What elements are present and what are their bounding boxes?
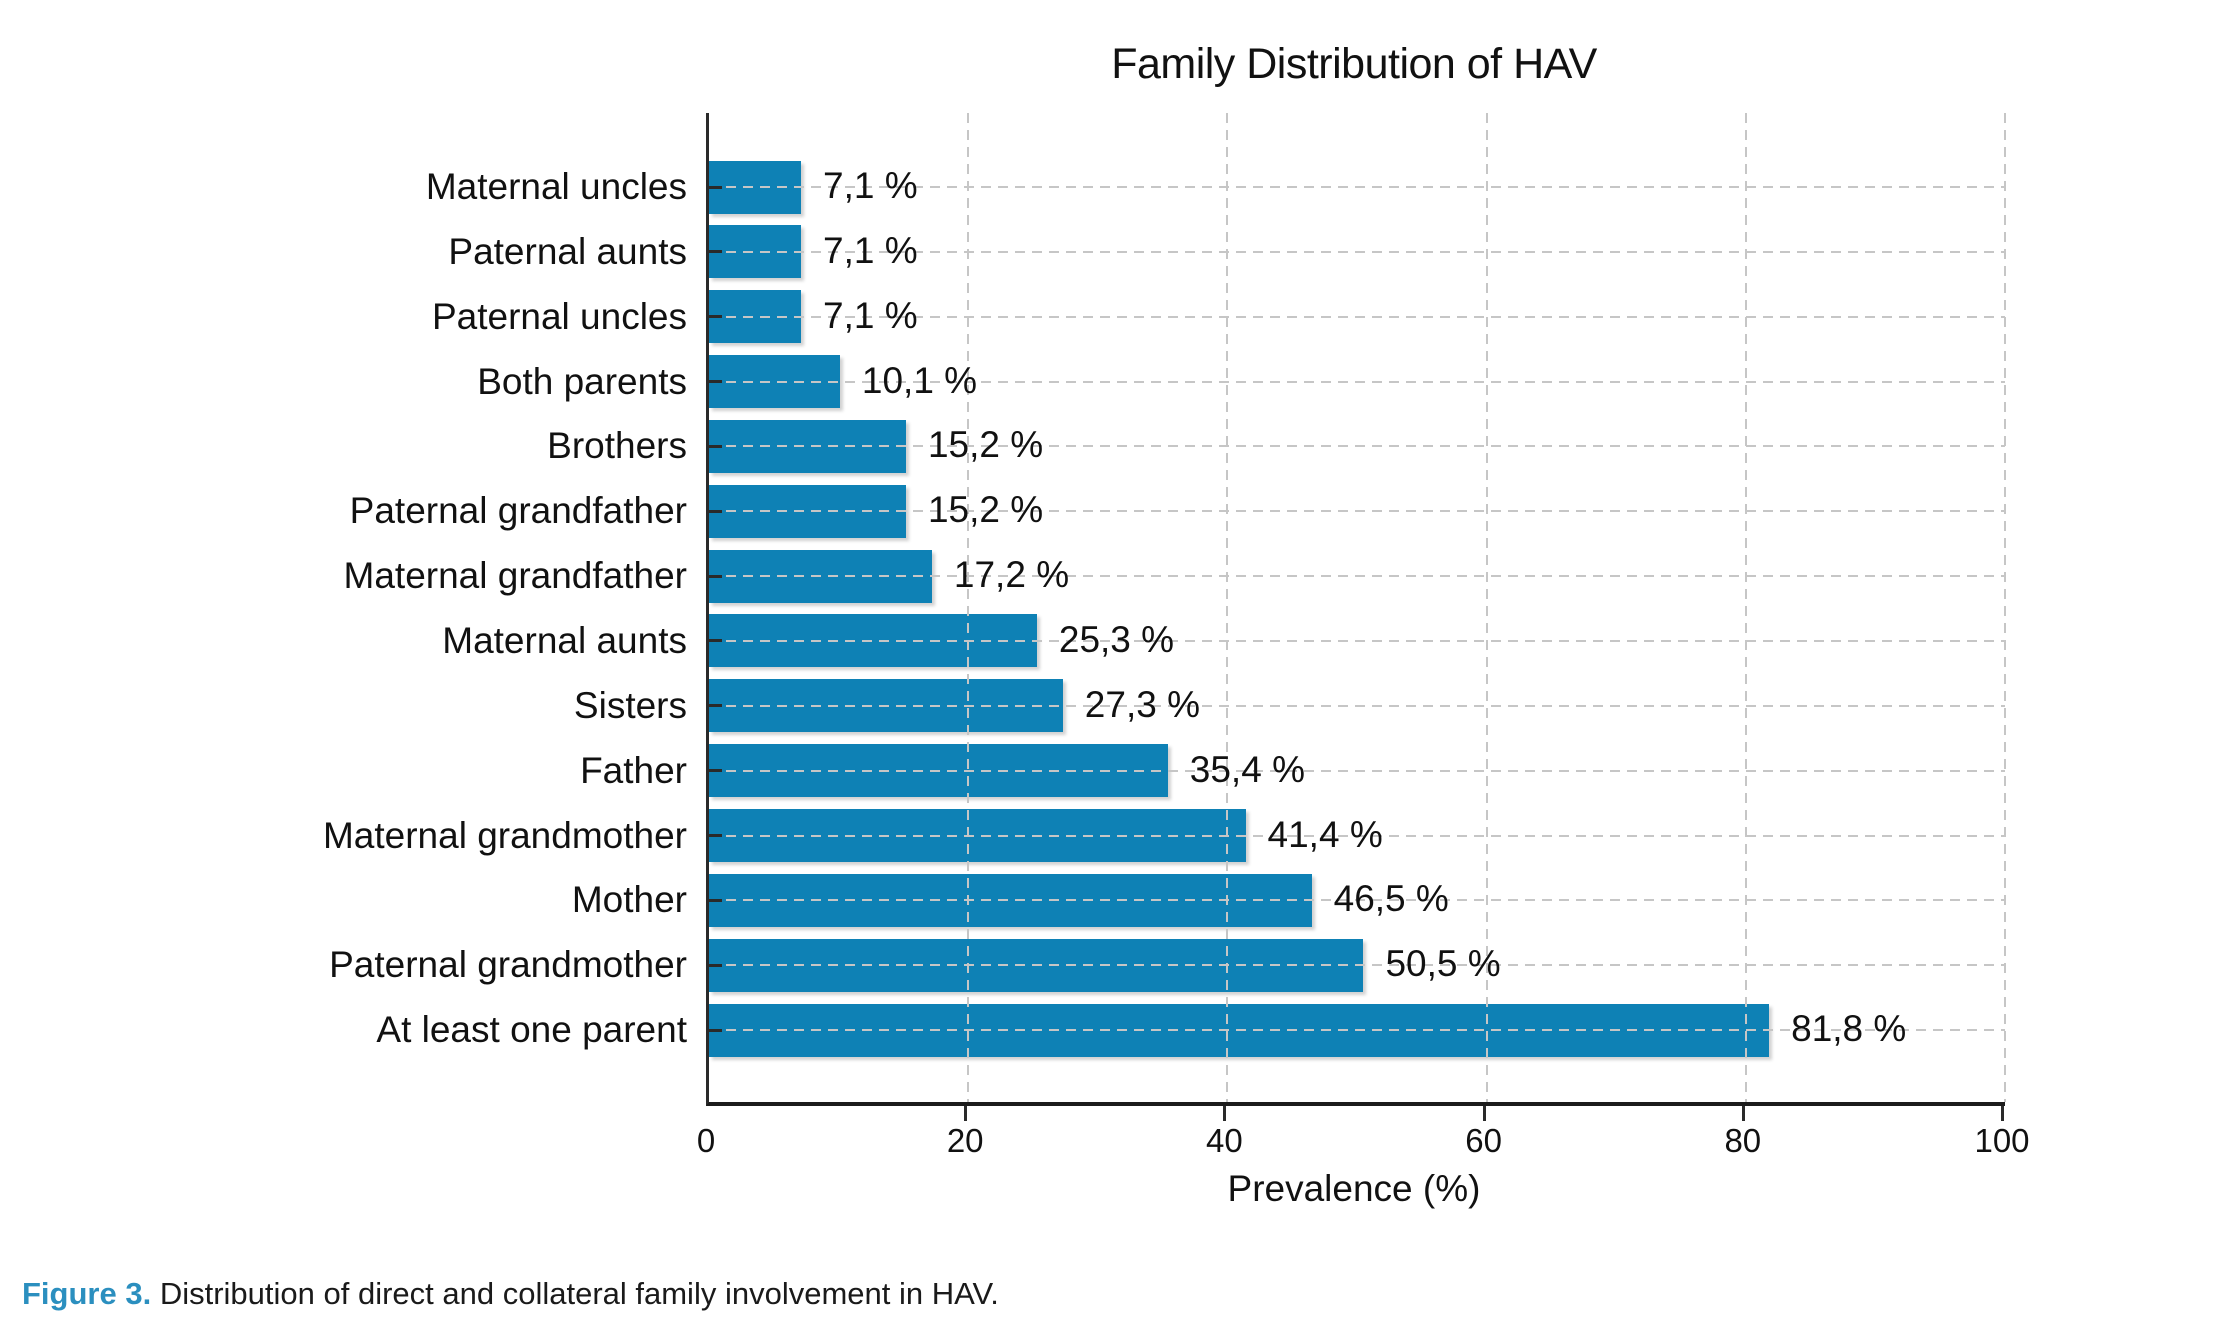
value-label: 7,1 % (823, 165, 918, 207)
category-label: Paternal grandfather (349, 490, 687, 532)
value-label: 10,1 % (861, 359, 978, 401)
value-label: 46,5 % (1333, 878, 1449, 920)
x-tick-label: 20 (946, 1122, 984, 1159)
x-gridline (1744, 113, 1747, 1102)
y-gridline (709, 834, 2005, 837)
value-label: 50,5 % (1385, 943, 1501, 985)
y-tick-mark (709, 704, 722, 708)
y-gridline (709, 639, 2005, 642)
category-label: Maternal aunts (442, 619, 687, 661)
figure-caption: Figure 3. Distribution of direct and col… (22, 1276, 999, 1312)
chart-title: Family Distribution of HAV (1111, 40, 1597, 88)
value-label: 15,2 % (927, 424, 1044, 466)
y-gridline (709, 186, 2005, 188)
value-label: 25,3 % (1058, 619, 1175, 661)
category-label: Paternal aunts (448, 230, 687, 272)
y-tick-mark (709, 1028, 722, 1032)
category-label: Paternal uncles (431, 295, 687, 337)
y-gridline (709, 380, 2005, 383)
figure-caption-prefix: Figure 3. (22, 1276, 152, 1311)
y-gridline (709, 510, 2005, 513)
value-label: 41,4 % (1267, 813, 1383, 855)
value-label: 27,3 % (1084, 683, 1200, 725)
value-label: 7,1 % (823, 230, 918, 272)
y-tick-mark (709, 380, 722, 384)
plot-area (706, 113, 2006, 1106)
x-gridline (967, 113, 970, 1102)
x-axis-label: Prevalence (%) (1227, 1168, 1481, 1209)
y-gridline (709, 769, 2005, 772)
y-tick-mark (709, 185, 722, 189)
x-tick-mark (1223, 1106, 1227, 1121)
figure-caption-text: Distribution of direct and collateral fa… (151, 1276, 999, 1311)
y-tick-mark (709, 963, 722, 967)
y-tick-mark (709, 834, 722, 837)
x-gridline (1485, 113, 1488, 1102)
x-tick-label: 0 (696, 1122, 716, 1159)
y-gridline (709, 315, 2005, 318)
x-tick-label: 40 (1206, 1122, 1243, 1159)
value-label: 7,1 % (823, 294, 918, 336)
x-gridline (1226, 113, 1229, 1102)
category-label: Maternal grandfather (343, 555, 687, 597)
y-tick-mark (709, 250, 722, 254)
x-tick-mark (2001, 1106, 2004, 1121)
y-gridline (709, 445, 2005, 448)
category-label: Father (580, 749, 687, 791)
category-label: Maternal uncles (425, 166, 687, 207)
category-label: Mother (571, 879, 687, 921)
value-label: 35,4 % (1189, 748, 1305, 790)
category-label: Maternal grandmother (322, 814, 687, 856)
y-tick-mark (709, 574, 722, 578)
y-tick-mark (709, 509, 722, 513)
y-gridline (709, 250, 2005, 253)
value-label: 17,2 % (953, 554, 1070, 596)
y-tick-mark (709, 639, 722, 643)
y-gridline (709, 964, 2005, 967)
y-tick-mark (709, 444, 722, 448)
category-label: Paternal grandmother (329, 944, 687, 986)
x-gridline (2004, 113, 2006, 1102)
value-label: 15,2 % (927, 489, 1044, 531)
category-label: Both parents (477, 360, 687, 402)
x-tick-mark (1741, 1106, 1745, 1121)
y-tick-mark (709, 898, 722, 902)
y-gridline (709, 899, 2005, 902)
y-gridline (709, 1029, 2005, 1032)
category-label: Sisters (573, 684, 687, 726)
category-label: At least one parent (376, 1009, 687, 1051)
x-tick-label: 60 (1465, 1122, 1502, 1159)
category-label: Brothers (547, 425, 687, 467)
x-tick-label: 100 (1974, 1122, 2030, 1159)
y-gridline (709, 575, 2005, 578)
value-label: 81,8 % (1791, 1008, 1907, 1050)
y-tick-mark (709, 315, 722, 319)
x-tick-mark (1482, 1106, 1486, 1121)
x-tick-mark (964, 1106, 968, 1121)
y-tick-mark (709, 769, 722, 773)
x-tick-label: 80 (1724, 1122, 1762, 1159)
y-gridline (709, 704, 2005, 707)
